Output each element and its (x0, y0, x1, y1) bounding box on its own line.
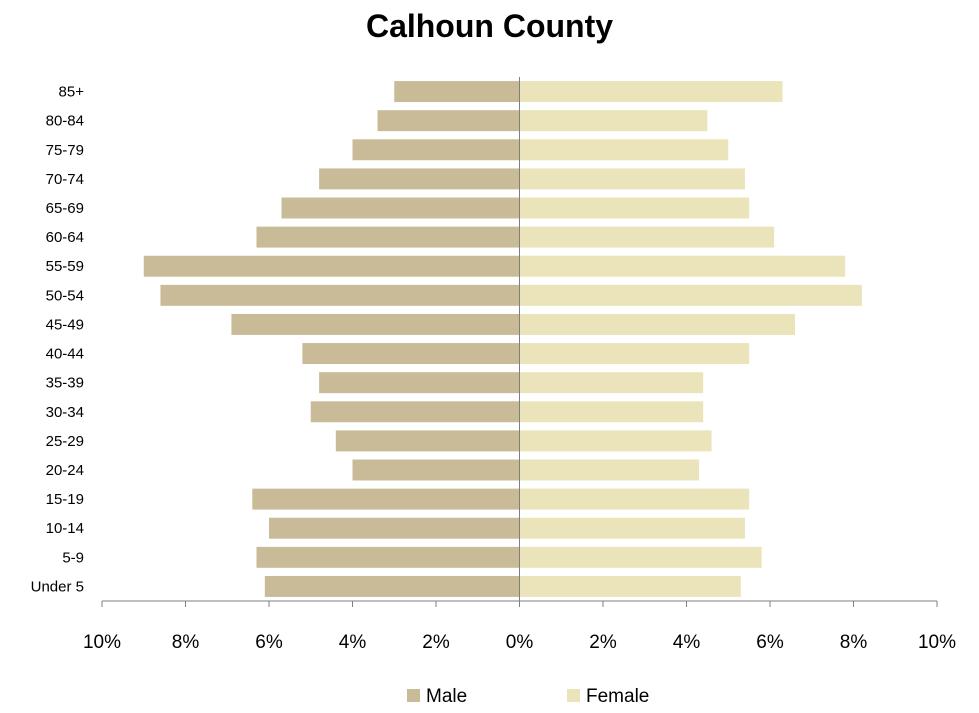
female-bar (519, 284, 862, 306)
x-tick-label: 6% (255, 632, 283, 653)
male-bar (352, 459, 520, 481)
x-tick-label: 2% (422, 632, 450, 653)
male-bar (394, 81, 520, 103)
female-bar (519, 226, 775, 248)
male-bar (352, 139, 520, 161)
male-bar (231, 313, 520, 335)
legend: Male Female (407, 686, 649, 707)
category-label: 45-49 (46, 316, 84, 333)
category-label: 25-29 (46, 433, 84, 450)
category-label: 30-34 (46, 404, 84, 421)
female-bar (519, 343, 750, 365)
male-bar (264, 575, 520, 597)
female-bar (519, 81, 783, 103)
female-bar (519, 517, 745, 539)
x-tick-label: 8% (840, 632, 868, 653)
category-label: 60-64 (46, 229, 84, 246)
male-bar (310, 401, 520, 423)
category-label: 20-24 (46, 462, 84, 479)
female-bar (519, 255, 846, 277)
category-label: 35-39 (46, 375, 84, 392)
male-bar (377, 110, 520, 132)
category-label: 50-54 (46, 287, 84, 304)
category-label: 15-19 (46, 491, 84, 508)
female-bar (519, 110, 708, 132)
male-bar (281, 197, 520, 219)
category-label: 65-69 (46, 200, 84, 217)
category-labels: Under 5 5-9 10-14 15-19 20-24 25-29 30-34 35-39… (31, 84, 85, 596)
male-bar (319, 168, 520, 190)
x-tick-label: 10% (83, 632, 121, 653)
x-tick-label: 4% (339, 632, 367, 653)
female-bar (519, 139, 729, 161)
category-label: 5-9 (62, 549, 84, 566)
x-tick-label: 2% (589, 632, 617, 653)
male-bar (269, 517, 520, 539)
female-bar (519, 372, 704, 394)
female-bar (519, 168, 745, 190)
x-tick-label: 6% (756, 632, 784, 653)
male-legend-label: Male (426, 686, 467, 707)
male-bar (319, 372, 520, 394)
male-bars (143, 81, 520, 597)
x-tick-label: 10% (918, 632, 956, 653)
male-legend-swatch (407, 689, 420, 702)
female-bar (519, 430, 712, 452)
female-bar (519, 401, 704, 423)
male-bar (256, 546, 520, 568)
female-bar (519, 313, 796, 335)
female-bar (519, 575, 741, 597)
male-bar (335, 430, 520, 452)
female-bar (519, 197, 750, 219)
female-bars (519, 81, 862, 597)
male-bar (160, 284, 520, 306)
male-bar (143, 255, 520, 277)
female-legend-label: Female (586, 686, 649, 707)
category-label: 55-59 (46, 258, 84, 275)
x-tick-label: 8% (172, 632, 200, 653)
female-bar (519, 459, 700, 481)
x-axis-ticks: 10% 8% 6% 4% 2% 0% 2% 4% 6% 8% 10% (83, 601, 956, 653)
female-bar (519, 546, 762, 568)
female-bar (519, 488, 750, 510)
category-label: 80-84 (46, 113, 84, 130)
category-label: 85+ (59, 84, 85, 101)
x-tick-label: 0% (506, 632, 534, 653)
category-label: Under 5 (31, 578, 84, 595)
category-label: 40-44 (46, 346, 84, 363)
female-legend-swatch (567, 689, 580, 702)
category-label: 10-14 (46, 520, 84, 537)
male-bar (302, 343, 520, 365)
category-label: 70-74 (46, 171, 84, 188)
x-tick-label: 4% (673, 632, 701, 653)
male-bar (252, 488, 520, 510)
male-bar (256, 226, 520, 248)
category-label: 75-79 (46, 142, 84, 159)
chart-title: Calhoun County (365, 8, 614, 44)
